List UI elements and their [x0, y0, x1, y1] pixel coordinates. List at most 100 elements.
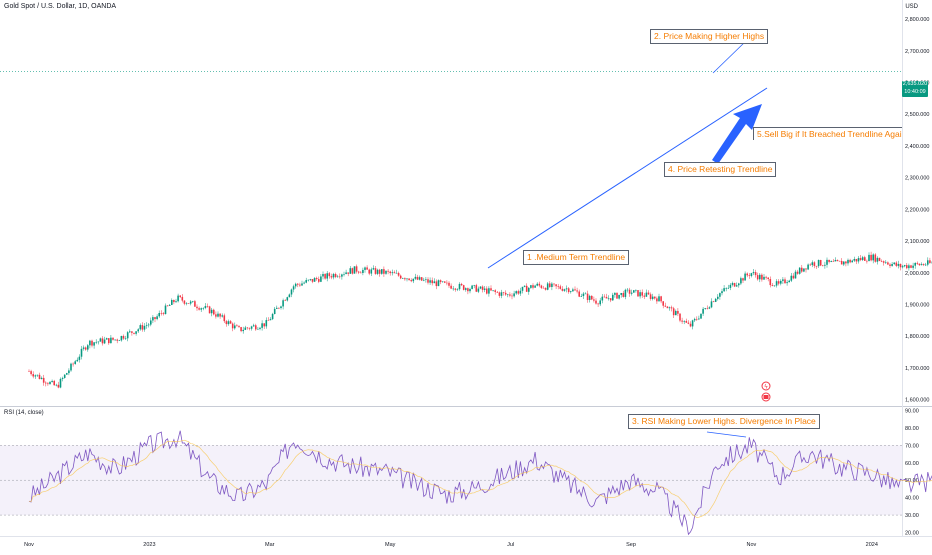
- candle-body: [202, 308, 205, 309]
- candle-body: [639, 292, 641, 297]
- candle-body: [599, 300, 601, 305]
- candle-body: [311, 279, 314, 282]
- candle-body: [851, 260, 853, 263]
- annotation-sell-signal[interactable]: 5.Sell Big if It Breached Trendline Agai…: [753, 127, 902, 140]
- candle-body: [786, 282, 788, 284]
- annotation-medium-term-trendline[interactable]: 1 .Medium Term Trendline: [523, 250, 630, 265]
- candle-body: [788, 280, 790, 283]
- candle-body: [309, 279, 312, 280]
- candle-body: [654, 296, 656, 299]
- candle-body: [534, 285, 536, 288]
- candle-body: [427, 279, 429, 283]
- candle-body: [584, 293, 587, 295]
- candle-body: [536, 283, 538, 286]
- candle-body: [874, 254, 877, 262]
- candle-body: [355, 266, 358, 272]
- candle-body: [544, 287, 547, 290]
- candle-body: [118, 340, 121, 341]
- candle-body: [332, 273, 335, 278]
- candle-body: [80, 348, 83, 357]
- candle-body: [918, 263, 921, 266]
- candle-body: [822, 265, 824, 267]
- candle-body: [752, 272, 755, 274]
- candle-body: [93, 342, 95, 346]
- candle-body: [517, 291, 520, 294]
- trendline[interactable]: [487, 87, 768, 269]
- rsi-moving-average: [28, 439, 932, 518]
- candle-body: [708, 307, 711, 309]
- candle-body: [666, 306, 669, 309]
- candle-body: [542, 287, 545, 289]
- candle-body: [607, 298, 610, 299]
- candle-body: [723, 288, 725, 292]
- candle-body: [385, 270, 387, 274]
- candle-body: [150, 320, 152, 325]
- price-tick-label: 1,900.000: [905, 303, 929, 309]
- rsi-tick-label: 40.00: [905, 496, 919, 502]
- candle-body: [341, 274, 343, 277]
- candle-body: [213, 309, 215, 315]
- price-tick-label: 2,300.000: [905, 176, 929, 182]
- candle-body: [263, 323, 265, 327]
- candle-body: [834, 259, 837, 262]
- candle-body: [790, 275, 793, 281]
- candle-body: [185, 303, 188, 304]
- candle-body: [906, 265, 908, 269]
- candle-body: [803, 268, 805, 272]
- candle-body: [204, 306, 207, 309]
- candle-body: [49, 381, 51, 385]
- candle-body: [565, 288, 568, 290]
- candle-body: [525, 285, 528, 292]
- lightning-icon[interactable]: [761, 381, 771, 391]
- candle-body: [847, 259, 849, 264]
- candle-body: [630, 292, 633, 294]
- annotation-retesting-trendline[interactable]: 4. Price Retesting Trendline: [664, 162, 777, 177]
- candle-body: [777, 281, 780, 284]
- time-tick-label: May: [385, 542, 396, 548]
- candle-body: [540, 285, 543, 288]
- candle-body: [744, 273, 746, 281]
- candle-body: [452, 288, 454, 290]
- candle-body: [555, 284, 557, 287]
- candle-body: [362, 269, 364, 274]
- candle-body: [473, 285, 475, 286]
- retest-arrow[interactable]: [712, 104, 762, 164]
- annotation-higher-highs[interactable]: 2. Price Making Higher Highs: [650, 29, 769, 44]
- candle-body: [406, 278, 408, 280]
- annotation-rsi-divergence[interactable]: 3. RSI Making Lower Highs. Divergence In…: [628, 414, 820, 429]
- candle-body: [857, 258, 860, 262]
- rsi-line: [28, 430, 932, 536]
- candle-body: [135, 331, 137, 334]
- candle-body: [278, 307, 280, 309]
- rsi-lower-highs-line[interactable]: [706, 431, 747, 438]
- time-tick-label: 2023: [143, 542, 155, 548]
- candle-body: [418, 277, 421, 280]
- candle-body: [588, 295, 591, 300]
- candle-body: [353, 266, 356, 274]
- candle-body: [672, 308, 675, 316]
- price-tick-label: 1,700.000: [905, 366, 929, 372]
- candle-body: [582, 293, 585, 297]
- candle-body: [824, 264, 826, 266]
- candle-body: [725, 288, 727, 289]
- candle-body: [351, 268, 354, 274]
- currency-label[interactable]: USD: [905, 4, 918, 10]
- candle-body: [488, 288, 490, 294]
- candle-body: [206, 306, 209, 307]
- rsi-indicator-label[interactable]: RSI (14, close): [4, 410, 44, 416]
- candle-body: [397, 272, 400, 276]
- candle-body: [378, 269, 381, 274]
- candle-body: [687, 322, 690, 324]
- candle-body: [809, 264, 811, 266]
- candle-body: [578, 291, 580, 297]
- candle-body: [467, 288, 469, 292]
- candle-body: [294, 283, 297, 287]
- candle-body: [414, 276, 417, 279]
- candle-body: [433, 281, 436, 284]
- candle-body: [76, 359, 79, 362]
- candle-body: [532, 285, 534, 288]
- higher-highs-line[interactable]: [712, 40, 747, 74]
- candle-body: [605, 296, 608, 299]
